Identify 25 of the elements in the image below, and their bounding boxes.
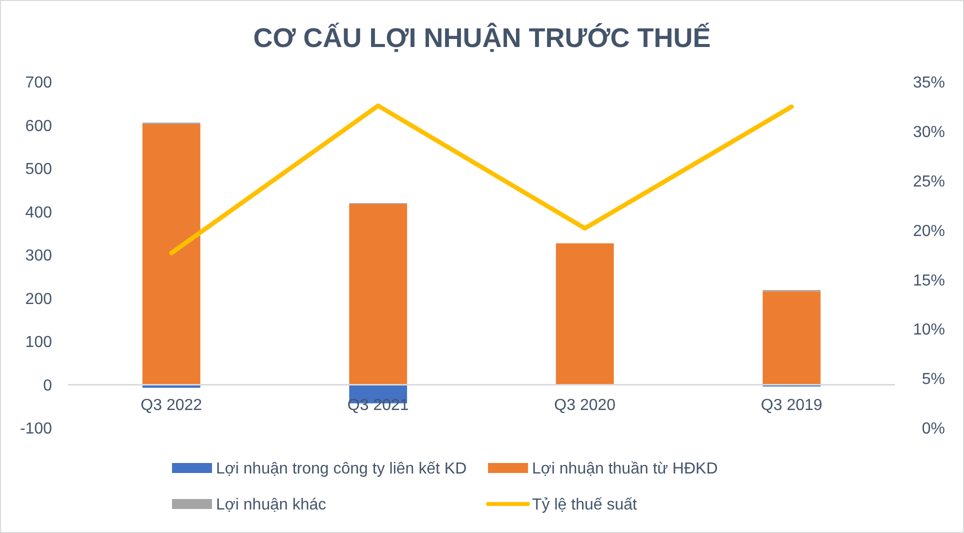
y-tick-label: -100 [20, 420, 52, 438]
y-tick-label: 300 [25, 248, 52, 265]
y-tick-label: 500 [25, 161, 52, 178]
y2-tick-label: 0% [922, 420, 945, 438]
x-tick-label: Q3 2019 [760, 396, 822, 414]
y-tick-label: 100 [25, 334, 52, 352]
y-tick-label: 600 [25, 118, 52, 135]
y-tick-label: 0 [43, 377, 52, 394]
y2-tick-label: 10% [912, 322, 945, 339]
chart-title: CƠ CẤU LỢI NHUẬN TRƯỚC THUẾ [253, 22, 711, 53]
y2-tick-label: 5% [922, 371, 945, 388]
y2-tick-label: 25% [912, 173, 945, 190]
y2-tick-label: 15% [912, 272, 945, 290]
legend-label: Lợi nhuận trong công ty liên kết KD [216, 460, 467, 478]
y-tick-label: 700 [25, 74, 52, 92]
legend-label: Tỷ lệ thuế suất [532, 496, 638, 514]
x-tick-label: Q3 2022 [140, 396, 202, 414]
y2-tick-label: 35% [912, 74, 945, 92]
legend-label: Lợi nhuận khác [216, 496, 326, 514]
legend-label: Lợi nhuận thuần từ HĐKD [532, 460, 718, 478]
y-tick-label: 200 [25, 290, 52, 308]
y2-tick-label: 20% [912, 222, 945, 240]
y2-tick-label: 30% [912, 124, 945, 142]
y-tick-label: 400 [25, 204, 52, 222]
x-tick-label: Q3 2020 [554, 396, 616, 414]
